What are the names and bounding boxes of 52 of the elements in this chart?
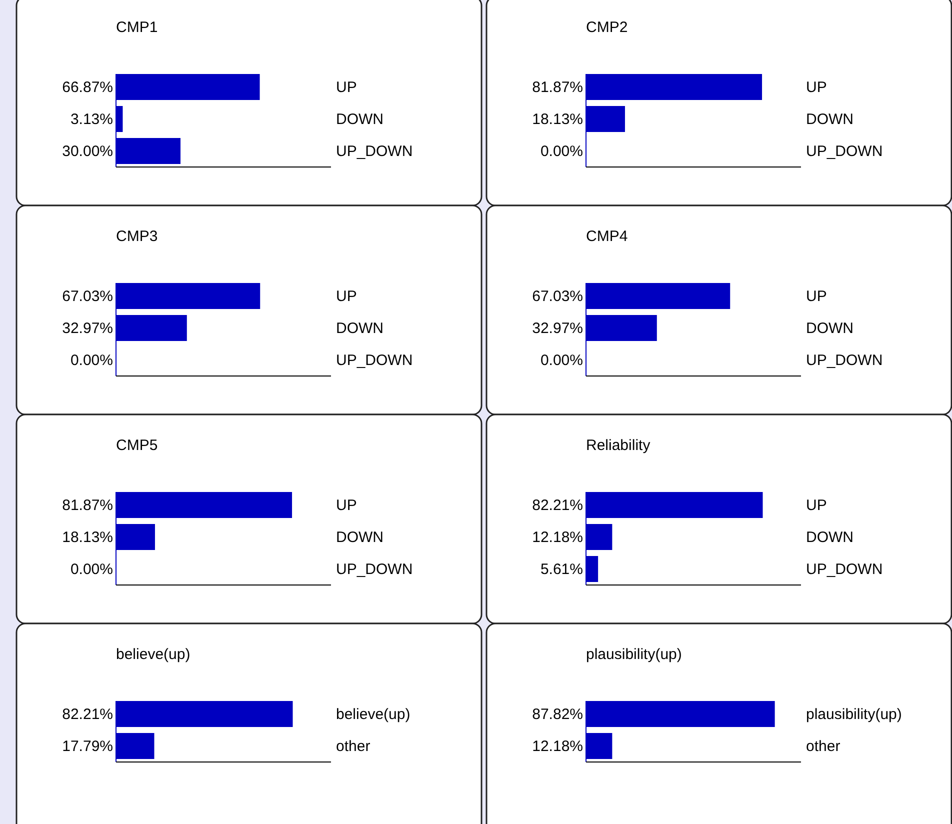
- data-label: 87.82%: [532, 706, 583, 723]
- y-tick-label: UP_DOWN: [806, 143, 883, 160]
- y-tick-label: DOWN: [336, 111, 384, 128]
- y-tick-label: DOWN: [806, 529, 854, 546]
- chart-title: CMP3: [116, 228, 158, 245]
- y-tick-label: UP: [806, 79, 827, 96]
- data-label: 32.97%: [532, 320, 583, 337]
- chart-title: CMP2: [586, 19, 628, 36]
- data-label: 67.03%: [532, 288, 583, 305]
- data-label: 0.00%: [540, 352, 583, 369]
- y-tick-label: DOWN: [336, 529, 384, 546]
- data-label: 81.87%: [62, 497, 113, 514]
- data-label: 66.87%: [62, 79, 113, 96]
- y-tick-label: UP: [336, 288, 357, 305]
- y-tick-label: UP_DOWN: [336, 561, 413, 578]
- data-label: 3.13%: [70, 111, 113, 128]
- y-tick-label: UP_DOWN: [806, 561, 883, 578]
- chart-title: believe(up): [116, 646, 190, 663]
- y-tick-label: DOWN: [806, 320, 854, 337]
- data-label: 17.79%: [62, 738, 113, 755]
- y-tick-label: UP_DOWN: [806, 352, 883, 369]
- data-label: 81.87%: [532, 79, 583, 96]
- y-tick-label: UP: [336, 79, 357, 96]
- chart-title: Reliability: [586, 437, 651, 454]
- chart-title: CMP1: [116, 19, 158, 36]
- data-label: 82.21%: [62, 706, 113, 723]
- data-label: 12.18%: [532, 529, 583, 546]
- y-tick-label: UP: [806, 288, 827, 305]
- chart-title: plausibility(up): [586, 646, 682, 663]
- data-label: 0.00%: [70, 561, 113, 578]
- data-label: 0.00%: [70, 352, 113, 369]
- y-tick-label: DOWN: [336, 320, 384, 337]
- y-tick-label: believe(up): [336, 706, 410, 723]
- y-tick-label: UP: [806, 497, 827, 514]
- data-label: 32.97%: [62, 320, 113, 337]
- data-label: 82.21%: [532, 497, 583, 514]
- data-label: 18.13%: [62, 529, 113, 546]
- data-label: 18.13%: [532, 111, 583, 128]
- data-label: 5.61%: [540, 561, 583, 578]
- y-tick-label: UP: [336, 497, 357, 514]
- chart-title: CMP5: [116, 437, 158, 454]
- y-tick-label: UP_DOWN: [336, 143, 413, 160]
- chart-title: CMP4: [586, 228, 628, 245]
- data-label: 67.03%: [62, 288, 113, 305]
- y-tick-label: DOWN: [806, 111, 854, 128]
- data-label: 0.00%: [540, 143, 583, 160]
- y-tick-label: plausibility(up): [806, 706, 902, 723]
- data-label: 12.18%: [532, 738, 583, 755]
- y-tick-label: UP_DOWN: [336, 352, 413, 369]
- y-tick-label: other: [806, 738, 840, 755]
- y-tick-label: other: [336, 738, 370, 755]
- data-label: 30.00%: [62, 143, 113, 160]
